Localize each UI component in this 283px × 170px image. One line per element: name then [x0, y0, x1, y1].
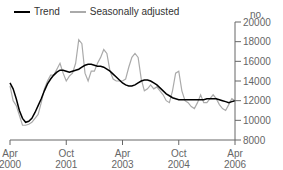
svg-text:14000: 14000 [243, 76, 271, 87]
svg-text:16000: 16000 [243, 56, 271, 67]
svg-text:Apr2006: Apr2006 [224, 148, 247, 170]
svg-text:no.: no. [250, 9, 264, 20]
svg-text:18000: 18000 [243, 36, 271, 47]
svg-text:Apr2003: Apr2003 [111, 148, 134, 170]
html-text:Trend: Trend [34, 6, 60, 17]
html-text:Seasonally adjusted: Seasonally adjusted [89, 6, 180, 17]
svg-text:20000: 20000 [243, 16, 271, 28]
svg-text:Oct2001: Oct2001 [55, 148, 78, 170]
svg-text:10000: 10000 [243, 115, 271, 126]
svg-text:Apr2000: Apr2000 [8, 148, 22, 170]
svg-text:8000: 8000 [243, 135, 266, 146]
svg-text:12000: 12000 [243, 95, 271, 106]
svg-text:Oct2004: Oct2004 [168, 148, 191, 170]
